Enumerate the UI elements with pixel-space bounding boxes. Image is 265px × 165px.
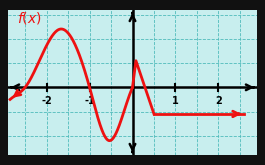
Text: 2: 2: [215, 96, 222, 106]
Text: $f(x)$: $f(x)$: [16, 10, 41, 26]
Text: -1: -1: [84, 96, 95, 106]
Text: 1: 1: [172, 96, 179, 106]
Text: -2: -2: [41, 96, 52, 106]
